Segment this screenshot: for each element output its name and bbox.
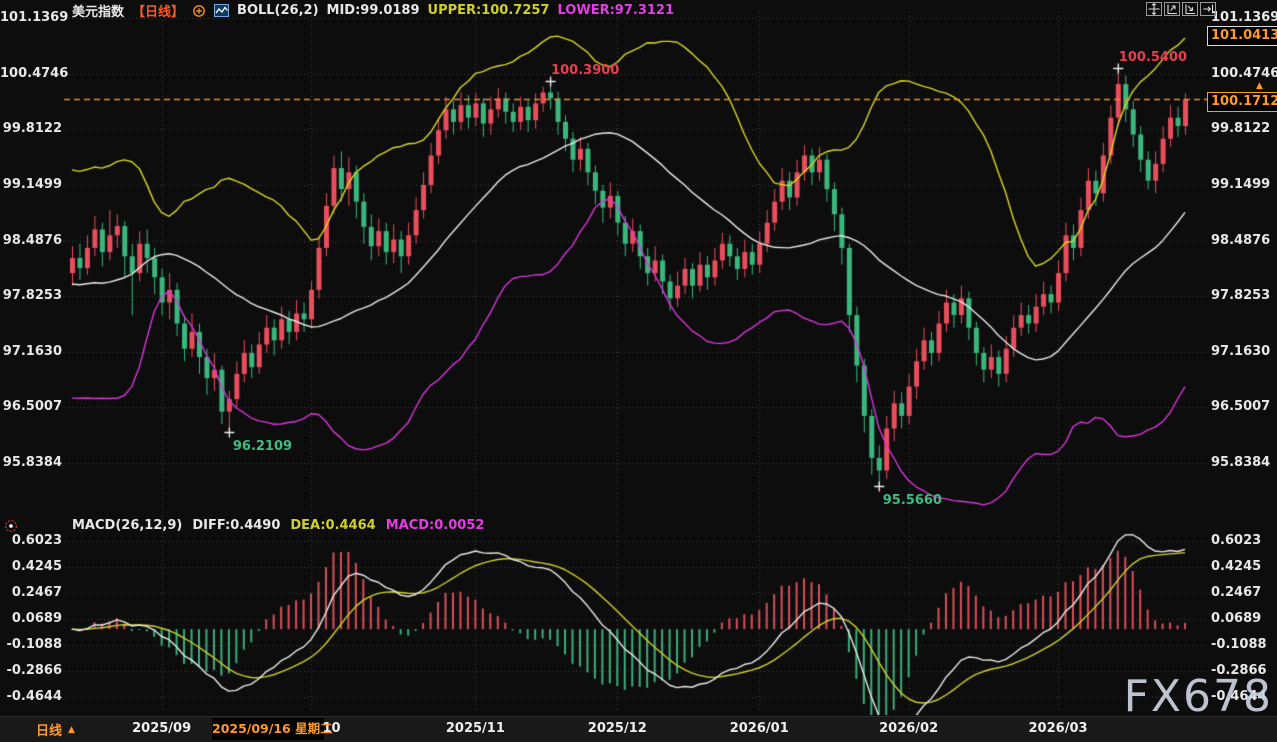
symbol-name: 美元指数 bbox=[72, 5, 125, 20]
price-tick-label: 96.5007 bbox=[2, 399, 62, 415]
date-tick-label: 2025/11 bbox=[445, 721, 505, 736]
date-axis-bar: 日线 ▲ 2025/092025/102025/112025/122026/01… bbox=[0, 716, 1277, 742]
session-high-marker: 101.0413 bbox=[1207, 26, 1277, 46]
price-tick-label: 95.8384 bbox=[1211, 455, 1271, 470]
price-tick-label: 96.5007 bbox=[1211, 399, 1271, 415]
chart-style-icon bbox=[214, 4, 230, 17]
price-tick-label: 99.8122 bbox=[1211, 121, 1271, 137]
date-tick-label: 2025/12 bbox=[587, 721, 647, 736]
price-tick-label: 101.1369 bbox=[1211, 10, 1277, 25]
macd-tick-label: 0.0689 bbox=[1211, 611, 1262, 626]
price-annotation: 95.5660 bbox=[882, 492, 942, 508]
price-tick-label: 99.1499 bbox=[2, 176, 62, 192]
price-tick-label: 97.8253 bbox=[1211, 288, 1271, 304]
price-tick-label: 100.4746 bbox=[0, 65, 69, 81]
price-tick-label: 100.4746 bbox=[1211, 65, 1277, 81]
macd-header: MACD(26,12,9) DIFF:0.4490 DEA:0.4464 MAC… bbox=[72, 518, 484, 533]
boll-lower-value: LOWER:97.3121 bbox=[557, 3, 674, 18]
macd-title: MACD(26,12,9) bbox=[72, 518, 183, 533]
boll-upper-value: UPPER:100.7257 bbox=[427, 3, 550, 18]
period-selector[interactable]: 日线 ▲ bbox=[36, 720, 75, 739]
date-tick-label: 2025/09 bbox=[132, 721, 192, 736]
period-tag: 【日线】 bbox=[132, 5, 185, 20]
price-tick-label: 97.1630 bbox=[1211, 343, 1271, 359]
price-tick-label: 98.4876 bbox=[1211, 232, 1271, 248]
boll-mid-value: MID:99.0189 bbox=[326, 3, 420, 18]
price-tick-label: 101.1369 bbox=[0, 10, 69, 25]
macd-tick-label: 0.6023 bbox=[11, 533, 62, 548]
macd-tick-label: 0.6023 bbox=[1211, 533, 1262, 548]
macd-tick-label: -0.2866 bbox=[1211, 663, 1267, 678]
price-annotation: 100.5400 bbox=[1118, 50, 1188, 66]
price-annotation: 100.3900 bbox=[551, 62, 620, 78]
goto-latest-icon[interactable] bbox=[1200, 2, 1216, 16]
macd-tick-label: -0.1088 bbox=[6, 637, 62, 652]
hover-date-box: 2025/09/16 星期二 bbox=[212, 718, 333, 740]
macd-tick-label: -0.4644 bbox=[1211, 689, 1267, 704]
macd-dea-value: DEA:0.4464 bbox=[290, 518, 376, 533]
macd-tick-label: -0.4644 bbox=[6, 689, 62, 704]
watermark: FX678 bbox=[1123, 671, 1273, 722]
price-tick-label: 99.1499 bbox=[1211, 176, 1271, 192]
period-label: 日线 bbox=[36, 724, 63, 739]
date-tick-label: 2026/02 bbox=[879, 721, 939, 736]
price-up-arrow-icon: ▲ bbox=[1256, 81, 1263, 91]
indicator-settings-icon[interactable] bbox=[4, 519, 18, 536]
scale-left-axis-icon[interactable] bbox=[1164, 2, 1180, 16]
macd-tick-label: 0.4245 bbox=[1211, 559, 1262, 574]
add-indicator-icon[interactable] bbox=[192, 4, 206, 18]
period-arrow-icon: ▲ bbox=[68, 724, 75, 735]
macd-tick-label: 0.4245 bbox=[11, 559, 62, 574]
macd-macd-value: MACD:0.0052 bbox=[385, 518, 485, 533]
boll-label: BOLL(26,2) bbox=[237, 3, 319, 18]
date-tick-label: 2026/03 bbox=[1028, 721, 1088, 736]
price-tick-label: 97.8253 bbox=[2, 288, 62, 304]
chart-toolbar bbox=[1146, 2, 1216, 16]
pan-crosshair-icon[interactable] bbox=[1146, 2, 1162, 16]
last-price-marker: 100.1712 bbox=[1207, 92, 1277, 112]
chart-header: 美元指数 【日线】 BOLL(26,2) MID:99.0189 UPPER:1… bbox=[72, 2, 674, 20]
macd-tick-label: 0.2467 bbox=[11, 585, 62, 600]
macd-tick-label: -0.2866 bbox=[6, 663, 62, 678]
macd-tick-label: 0.0689 bbox=[11, 611, 62, 626]
macd-tick-label: -0.1088 bbox=[1211, 637, 1267, 652]
date-tick-label: 2026/01 bbox=[729, 721, 789, 736]
macd-diff-value: DIFF:0.4490 bbox=[192, 518, 281, 533]
price-tick-label: 99.8122 bbox=[2, 121, 62, 137]
price-tick-label: 98.4876 bbox=[2, 232, 62, 248]
macd-tick-label: 0.2467 bbox=[1211, 585, 1262, 600]
scale-right-axis-icon[interactable] bbox=[1182, 2, 1198, 16]
price-tick-label: 95.8384 bbox=[2, 455, 62, 470]
price-annotation: 96.2109 bbox=[232, 438, 293, 454]
price-tick-label: 97.1630 bbox=[2, 343, 62, 359]
